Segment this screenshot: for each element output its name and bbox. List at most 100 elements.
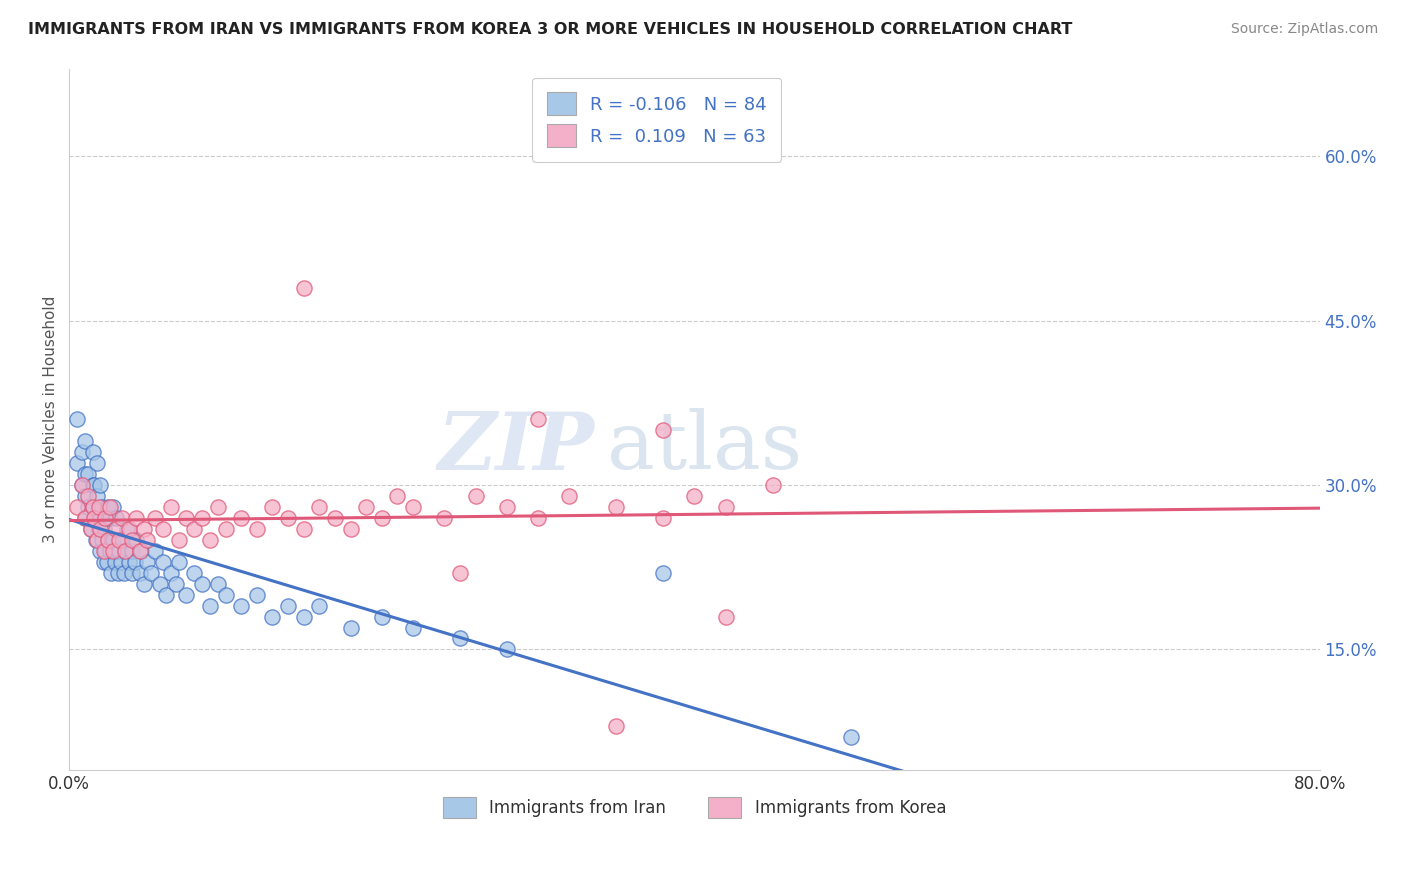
Point xyxy=(77,467,100,481)
Point xyxy=(527,511,550,525)
Point xyxy=(308,500,330,514)
Point xyxy=(82,500,104,514)
Point xyxy=(77,489,100,503)
Point xyxy=(93,555,115,569)
Point xyxy=(292,522,315,536)
Point xyxy=(136,533,159,547)
Point xyxy=(94,511,117,525)
Point xyxy=(83,478,105,492)
Point xyxy=(198,533,221,547)
Point xyxy=(73,511,96,525)
Point xyxy=(117,522,139,536)
Point xyxy=(214,588,236,602)
Point xyxy=(139,566,162,580)
Point xyxy=(191,576,214,591)
Point xyxy=(183,566,205,580)
Point xyxy=(97,500,120,514)
Point xyxy=(121,543,143,558)
Point xyxy=(86,533,108,547)
Point xyxy=(111,533,134,547)
Point xyxy=(387,489,409,503)
Point xyxy=(114,543,136,558)
Point xyxy=(121,533,143,547)
Point xyxy=(246,588,269,602)
Point xyxy=(464,489,486,503)
Point xyxy=(117,555,139,569)
Point xyxy=(77,500,100,514)
Point xyxy=(714,609,737,624)
Point xyxy=(558,489,581,503)
Point xyxy=(124,555,146,569)
Point xyxy=(371,609,394,624)
Point xyxy=(167,533,190,547)
Point xyxy=(167,555,190,569)
Point xyxy=(105,522,128,536)
Point xyxy=(402,500,425,514)
Point xyxy=(103,555,125,569)
Point xyxy=(86,489,108,503)
Point xyxy=(231,599,253,613)
Point xyxy=(277,511,299,525)
Point xyxy=(292,609,315,624)
Point xyxy=(89,478,111,492)
Point xyxy=(82,478,104,492)
Point xyxy=(73,467,96,481)
Point xyxy=(84,533,107,547)
Text: atlas: atlas xyxy=(607,409,801,486)
Point xyxy=(605,500,627,514)
Point xyxy=(94,511,117,525)
Point xyxy=(97,533,120,547)
Point xyxy=(292,281,315,295)
Point xyxy=(111,511,134,525)
Point xyxy=(110,555,132,569)
Point xyxy=(125,533,148,547)
Point xyxy=(70,478,93,492)
Point xyxy=(339,522,361,536)
Point xyxy=(129,543,152,558)
Point xyxy=(108,533,131,547)
Point xyxy=(86,511,108,525)
Point xyxy=(73,434,96,449)
Point xyxy=(87,522,110,536)
Point xyxy=(108,543,131,558)
Point xyxy=(839,730,862,744)
Point xyxy=(277,599,299,613)
Point xyxy=(308,599,330,613)
Point xyxy=(107,566,129,580)
Point xyxy=(89,511,111,525)
Point xyxy=(652,423,675,437)
Y-axis label: 3 or more Vehicles in Household: 3 or more Vehicles in Household xyxy=(44,295,58,543)
Point xyxy=(70,478,93,492)
Point xyxy=(605,719,627,733)
Point xyxy=(73,489,96,503)
Point xyxy=(70,445,93,459)
Point xyxy=(339,620,361,634)
Point xyxy=(149,576,172,591)
Point xyxy=(136,555,159,569)
Point xyxy=(98,511,121,525)
Point xyxy=(89,543,111,558)
Point xyxy=(143,543,166,558)
Point xyxy=(402,620,425,634)
Point xyxy=(449,566,471,580)
Point xyxy=(121,566,143,580)
Point xyxy=(433,511,456,525)
Point xyxy=(125,511,148,525)
Point xyxy=(198,599,221,613)
Point xyxy=(207,576,229,591)
Point xyxy=(231,511,253,525)
Point xyxy=(128,566,150,580)
Point xyxy=(495,642,517,657)
Point xyxy=(683,489,706,503)
Point xyxy=(66,412,89,426)
Point xyxy=(93,522,115,536)
Point xyxy=(80,522,103,536)
Point xyxy=(114,543,136,558)
Point xyxy=(73,511,96,525)
Point xyxy=(176,588,198,602)
Text: ZIP: ZIP xyxy=(437,409,595,486)
Point xyxy=(495,500,517,514)
Point xyxy=(652,566,675,580)
Point xyxy=(101,500,124,514)
Point xyxy=(323,511,346,525)
